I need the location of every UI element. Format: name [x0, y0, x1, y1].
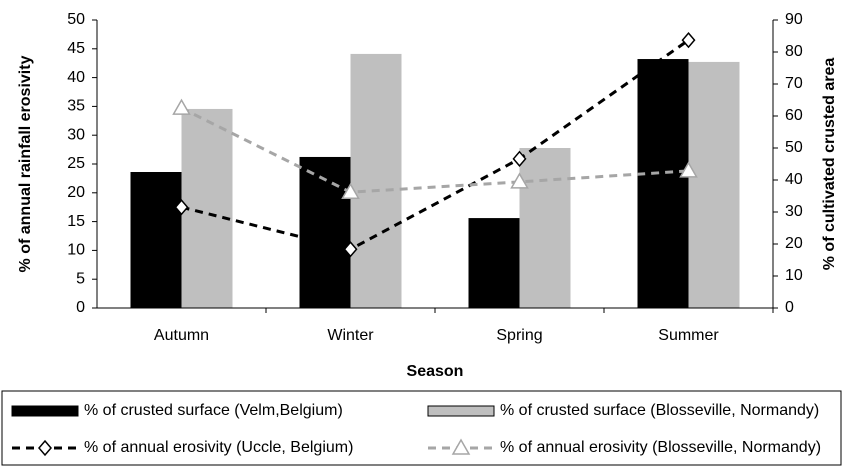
y2-tick-label: 50: [785, 139, 803, 156]
legend-label: % of annual erosivity (Blosseville, Norm…: [500, 439, 821, 456]
y-tick-label: 5: [76, 270, 85, 287]
y2-tick-label: 30: [785, 203, 803, 220]
line-marker: [343, 241, 358, 258]
y-tick-label: 40: [67, 69, 85, 86]
y2-tick-label: 60: [785, 107, 803, 124]
bar: [181, 108, 233, 309]
y2-axis-title: % of cultivated crusted area: [821, 58, 838, 271]
legend-box: [1, 390, 842, 466]
y2-tick-label: 20: [785, 235, 803, 252]
x-tick-label: Autumn: [154, 327, 209, 344]
legend-marker: [38, 439, 52, 457]
y-tick-label: 10: [67, 242, 85, 259]
y-tick-label: 50: [67, 11, 85, 28]
y2-tick-label: 40: [785, 171, 803, 188]
line-marker: [341, 182, 360, 199]
y-tick-label: 35: [67, 98, 85, 115]
legend-marker: [451, 438, 471, 455]
y2-tick-label: 70: [785, 75, 803, 92]
bar: [350, 53, 402, 308]
bar: [299, 156, 351, 308]
x-tick-label: Summer: [658, 327, 719, 344]
legend-label: % of annual erosivity (Uccle, Belgium): [84, 439, 353, 456]
line: [181, 38, 690, 251]
bar: [637, 59, 689, 308]
y2-tick-label: 10: [785, 267, 803, 284]
y2-tick-label: 0: [785, 299, 794, 316]
y-tick-label: 25: [67, 155, 85, 172]
y-tick-label: 45: [67, 40, 85, 57]
line: [180, 106, 689, 194]
y2-tick-label: 80: [785, 43, 803, 60]
bar: [130, 172, 182, 308]
y-tick-label: 30: [67, 126, 85, 143]
x-tick-label: Spring: [496, 327, 542, 344]
x-tick-label: Winter: [327, 327, 374, 344]
y-tick-label: 0: [76, 299, 85, 316]
legend-swatch: [11, 405, 79, 417]
line-marker: [172, 98, 191, 115]
line-marker: [512, 150, 527, 167]
y-axis-title: % of annual rainfall erosivity: [17, 55, 34, 272]
line-marker: [681, 32, 696, 49]
bar: [688, 61, 740, 308]
bar: [468, 218, 520, 308]
y-tick-label: 15: [67, 213, 85, 230]
y2-tick-label: 90: [785, 11, 803, 28]
y-tick-label: 20: [67, 184, 85, 201]
line-marker: [510, 172, 529, 189]
line-marker: [174, 199, 189, 216]
line-marker: [679, 161, 698, 178]
legend-label: % of crusted surface (Velm,Belgium): [84, 402, 343, 419]
bar: [519, 148, 571, 308]
x-axis-title: Season: [407, 363, 464, 380]
legend-swatch: [427, 405, 495, 417]
legend-label: % of crusted surface (Blosseville, Norma…: [500, 402, 819, 419]
